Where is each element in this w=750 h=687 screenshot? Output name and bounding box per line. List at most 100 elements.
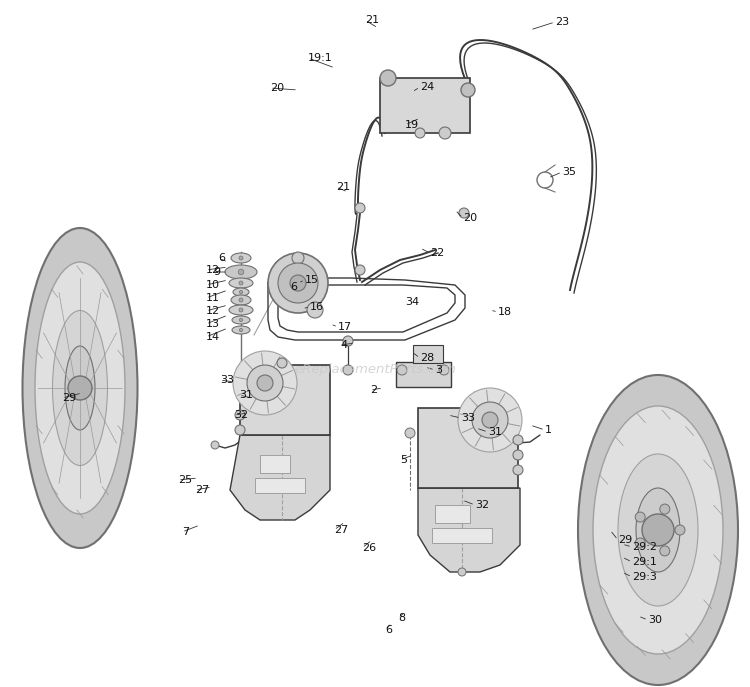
Circle shape [235,425,245,435]
Text: 29: 29 [62,393,76,403]
Circle shape [660,504,670,514]
Circle shape [238,269,244,275]
Circle shape [239,308,243,312]
Circle shape [513,435,523,445]
Text: 6: 6 [218,253,225,263]
Circle shape [239,281,243,285]
Circle shape [292,252,304,264]
Ellipse shape [231,295,251,305]
Text: 27: 27 [195,485,209,495]
Circle shape [239,291,242,293]
Circle shape [513,465,523,475]
Text: 25: 25 [178,475,192,485]
Circle shape [290,275,306,291]
Ellipse shape [233,288,249,296]
Circle shape [397,365,407,375]
Ellipse shape [636,488,680,572]
Text: 9: 9 [213,267,220,277]
Ellipse shape [229,278,253,288]
Text: 29: 29 [618,535,632,545]
Text: 6: 6 [385,625,392,635]
Circle shape [343,336,353,346]
Text: 22: 22 [430,248,444,258]
Circle shape [513,450,523,460]
Text: 16: 16 [310,302,324,312]
Circle shape [239,328,242,332]
Ellipse shape [578,375,738,685]
Text: 2: 2 [370,385,377,395]
Text: 7: 7 [182,527,189,537]
Ellipse shape [231,253,251,263]
Circle shape [405,428,415,438]
Text: 20: 20 [463,213,477,223]
Ellipse shape [35,262,125,514]
Text: 21: 21 [336,182,350,192]
Text: 32: 32 [475,500,489,510]
Text: 20: 20 [270,83,284,93]
Text: 19: 19 [405,120,419,130]
Bar [432,528,492,543]
Circle shape [257,375,273,391]
Text: 11: 11 [206,293,220,303]
Circle shape [233,351,297,415]
Bar [413,345,443,363]
Text: 24: 24 [420,82,434,92]
Circle shape [459,208,469,218]
Text: 6: 6 [290,282,297,292]
Ellipse shape [229,305,253,315]
Text: eReplacementParts.com: eReplacementParts.com [294,363,456,376]
Circle shape [239,256,243,260]
Text: 27: 27 [334,525,348,535]
Circle shape [482,412,498,428]
Circle shape [660,546,670,556]
Text: 35: 35 [562,167,576,177]
Ellipse shape [232,326,250,334]
Bar [380,78,470,133]
Text: 31: 31 [239,390,253,400]
Ellipse shape [65,346,95,430]
Polygon shape [418,488,520,572]
Circle shape [642,514,674,546]
Text: 10: 10 [206,280,220,290]
Text: 12: 12 [206,265,220,275]
Text: 17: 17 [338,322,352,332]
Circle shape [458,568,466,576]
Ellipse shape [53,311,107,466]
Polygon shape [230,435,330,520]
Text: 5: 5 [400,455,407,465]
Circle shape [458,388,522,452]
Text: 4: 4 [340,340,347,350]
Text: 15: 15 [305,275,319,285]
Text: 12: 12 [206,306,220,316]
Circle shape [278,263,318,303]
Circle shape [415,128,425,138]
Ellipse shape [225,265,257,279]
Circle shape [211,441,219,449]
Ellipse shape [22,228,137,548]
Text: 3: 3 [435,365,442,375]
Bar [435,505,470,523]
Circle shape [461,83,475,97]
Circle shape [355,265,365,275]
Text: 23: 23 [555,17,569,27]
Text: 8: 8 [398,613,405,623]
Text: 31: 31 [488,427,502,437]
Circle shape [635,512,645,522]
Text: 13: 13 [206,319,220,329]
Text: 29:1: 29:1 [632,557,657,567]
Circle shape [268,253,328,313]
Bar [255,478,305,493]
Text: 32: 32 [234,410,248,420]
Text: 26: 26 [362,543,376,553]
Text: 21: 21 [365,15,379,25]
Text: 30: 30 [648,615,662,625]
Circle shape [247,365,283,401]
Text: 29:2: 29:2 [632,542,657,552]
Circle shape [307,302,323,318]
Circle shape [68,376,92,400]
Circle shape [472,402,508,438]
Circle shape [343,365,353,375]
Circle shape [239,318,242,322]
Text: 19:1: 19:1 [308,53,333,63]
Text: 14: 14 [206,332,220,342]
